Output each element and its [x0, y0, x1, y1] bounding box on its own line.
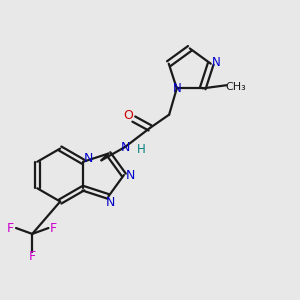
Text: N: N: [212, 56, 221, 69]
Text: O: O: [124, 109, 134, 122]
Text: F: F: [7, 221, 14, 235]
Text: N: N: [172, 82, 181, 95]
Text: H: H: [137, 143, 146, 157]
Text: CH₃: CH₃: [226, 82, 246, 92]
Text: F: F: [50, 221, 57, 235]
Text: N: N: [84, 152, 93, 165]
Text: N: N: [120, 141, 130, 154]
Text: F: F: [29, 250, 36, 263]
Text: N: N: [126, 169, 135, 182]
Text: N: N: [106, 196, 116, 209]
